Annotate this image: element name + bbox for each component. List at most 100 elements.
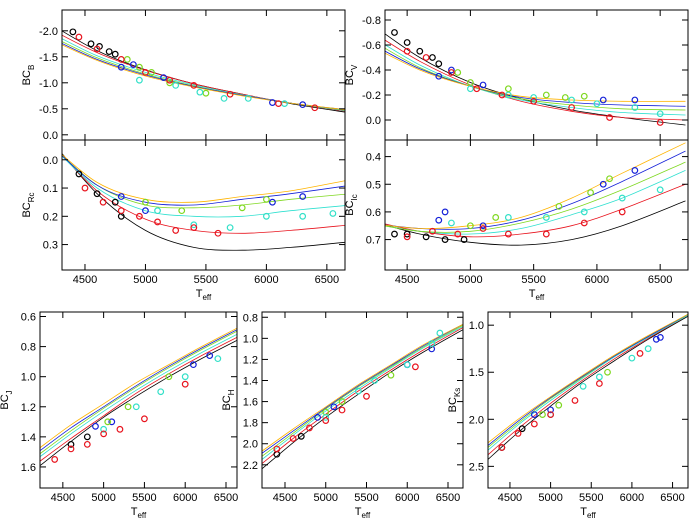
model-line — [62, 44, 345, 111]
star-point — [466, 79, 474, 86]
y-tick-label: 0.2 — [43, 211, 58, 223]
y-tick-label: 1.0 — [469, 320, 484, 332]
star-point — [299, 101, 307, 109]
star-point — [178, 207, 186, 215]
star-point — [547, 406, 555, 414]
model-line — [385, 142, 686, 230]
model-line — [40, 327, 237, 449]
star-point — [656, 110, 664, 118]
star-point — [172, 227, 180, 234]
model-line — [488, 313, 688, 444]
y-tick-label: 1.0 — [243, 333, 258, 345]
star-point — [189, 361, 197, 369]
star-point — [636, 350, 644, 357]
model-line — [40, 333, 237, 458]
model-line — [488, 314, 688, 451]
plot-area — [385, 29, 686, 126]
y-axis-label: BCV — [344, 64, 359, 85]
star-point — [100, 430, 108, 438]
model-line — [385, 39, 686, 121]
star-point — [606, 114, 613, 121]
star-point — [568, 96, 576, 104]
y-tick-label: 0.5 — [366, 179, 381, 191]
y-tick-label: -0.8 — [362, 15, 381, 27]
star-point — [618, 208, 626, 216]
y-tick-label: 2.0 — [469, 414, 484, 426]
star-point — [220, 94, 228, 102]
model-line — [385, 161, 686, 233]
y-tick-label: 1.2 — [21, 402, 36, 414]
y-tick-label: 1.6 — [243, 397, 258, 409]
panel: 4500 5000 5500 6000 6500 0.6 0.8 1.0 1.2 1.4 1.6 BC… — [0, 311, 238, 520]
star-point — [75, 33, 83, 41]
y-tick-label: 0.6 — [366, 207, 381, 219]
model-line — [262, 327, 463, 465]
y-label-sub: J — [5, 390, 14, 394]
star-point — [403, 39, 411, 46]
y-label-main: BC — [0, 394, 11, 409]
star-point — [587, 189, 594, 196]
model-line — [385, 170, 686, 235]
star-point — [403, 233, 411, 241]
y-tick-label: -1.5 — [39, 52, 58, 64]
star-point — [504, 85, 512, 93]
model-line — [262, 324, 463, 457]
star-point — [299, 212, 307, 220]
star-point — [124, 403, 132, 411]
model-line — [62, 154, 345, 206]
star-point — [555, 202, 563, 210]
star-point — [391, 29, 398, 36]
panel: -0.8 -0.6 -0.4 -0.2 0.0 BCV — [344, 9, 689, 141]
axes-frame — [61, 139, 346, 271]
star-point — [299, 193, 307, 200]
model-line — [62, 30, 345, 113]
x-axis-label: Teff — [196, 288, 212, 302]
x-tick-label: 5500 — [194, 274, 218, 286]
x-tick-label: 6000 — [395, 492, 419, 504]
x-tick-label: 6500 — [660, 492, 684, 504]
star-point — [181, 380, 189, 388]
y-tick-label: 0.4 — [366, 152, 381, 164]
star-point — [656, 186, 664, 194]
model-line — [385, 44, 686, 116]
panel: -2.0 -1.5 -1.0 -0.5 0.0 BCB — [21, 9, 346, 142]
y-label-sub: Ic — [350, 194, 359, 200]
y-tick-label: 0.0 — [366, 115, 381, 127]
star-point — [329, 210, 337, 217]
model-line — [385, 150, 686, 230]
model-line — [62, 152, 345, 251]
x-tick-label: 6500 — [648, 274, 672, 286]
y-axis-label: BCJ — [0, 390, 14, 409]
star-point — [226, 224, 234, 232]
star-point — [105, 48, 113, 55]
star-point — [117, 63, 125, 71]
star-point — [338, 398, 346, 405]
star-point — [166, 76, 174, 84]
star-point — [165, 373, 173, 381]
star-point — [631, 104, 639, 111]
star-point — [67, 445, 75, 453]
x-label-main: T — [355, 506, 362, 518]
y-tick-label: -0.5 — [39, 104, 58, 116]
x-tick-label: 6500 — [315, 274, 339, 286]
plot-area — [262, 323, 463, 470]
star-point — [422, 54, 430, 61]
y-tick-label: 1.8 — [243, 418, 258, 430]
star-point — [435, 60, 443, 68]
star-point — [142, 68, 149, 76]
star-point — [181, 373, 189, 381]
x-label-sub: eff — [202, 293, 212, 302]
star-point — [454, 230, 462, 238]
star-point — [136, 76, 143, 84]
x-tick-label: 5000 — [313, 492, 337, 504]
x-tick-label: 5000 — [458, 274, 482, 286]
star-point — [604, 368, 611, 376]
y-axis-label: BCH — [221, 389, 236, 410]
star-point — [568, 104, 576, 111]
model-line — [385, 200, 686, 246]
star-point — [99, 198, 107, 206]
x-axis-label: Teff — [355, 506, 371, 520]
panel: 4500 5000 5500 6000 6500 0.0 0.1 0.2 0.3 BCRc Teff — [21, 139, 346, 302]
star-point — [441, 236, 449, 243]
star-point — [473, 85, 481, 93]
